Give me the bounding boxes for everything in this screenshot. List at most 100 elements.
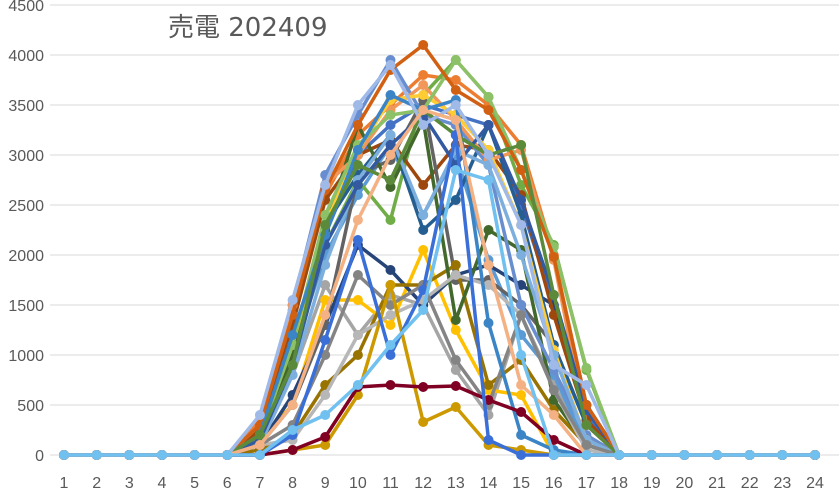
data-point xyxy=(483,318,494,328)
data-point xyxy=(516,165,527,175)
series-line xyxy=(62,248,817,457)
x-tick-label: 5 xyxy=(190,475,199,492)
data-point xyxy=(254,410,265,420)
data-point xyxy=(450,55,461,65)
x-tick-label: 10 xyxy=(349,475,367,492)
data-point xyxy=(189,450,200,460)
y-tick-label: 3000 xyxy=(8,148,44,165)
data-point xyxy=(385,182,396,192)
y-axis-tick-labels: 0 500 1000 1500 2000 2500 3000 3500 4000 4500 xyxy=(8,0,44,465)
x-tick-label: 13 xyxy=(447,475,465,492)
data-point xyxy=(581,420,592,430)
data-point xyxy=(450,195,461,205)
series-3 xyxy=(59,280,820,460)
data-point xyxy=(287,400,298,410)
data-point xyxy=(516,450,527,460)
data-point xyxy=(320,260,331,270)
data-point xyxy=(352,295,363,305)
x-axis-tick-labels: 1 2 3 4 5 6 7 8 9 10 11 12 13 14 15 16 17 18 19 20 21 22 23 24 xyxy=(60,475,824,492)
data-point xyxy=(516,250,527,260)
data-point xyxy=(483,380,494,390)
series-17 xyxy=(59,130,820,460)
data-point xyxy=(385,320,396,330)
x-tick-label: 19 xyxy=(643,475,661,492)
data-point xyxy=(712,450,722,460)
data-point xyxy=(287,360,298,370)
data-point xyxy=(385,380,396,390)
data-point xyxy=(385,175,396,185)
data-point xyxy=(320,310,331,320)
data-point xyxy=(385,340,396,350)
data-point xyxy=(287,330,298,340)
data-point xyxy=(418,120,429,130)
series-21 xyxy=(59,270,820,460)
x-tick-label: 22 xyxy=(741,475,759,492)
x-tick-label: 21 xyxy=(708,475,726,492)
data-point xyxy=(581,450,592,460)
data-point xyxy=(450,365,461,375)
data-point xyxy=(516,220,527,230)
data-point xyxy=(91,450,102,460)
data-point xyxy=(483,92,494,102)
data-point xyxy=(548,290,559,300)
data-point xyxy=(450,75,461,85)
data-point xyxy=(450,165,461,175)
data-point xyxy=(548,360,559,370)
data-point xyxy=(222,450,233,460)
data-point xyxy=(581,363,592,373)
x-tick-label: 24 xyxy=(806,475,824,492)
chart-title: 売電 202409 xyxy=(168,13,328,43)
x-tick-label: 6 xyxy=(223,475,232,492)
data-point xyxy=(483,105,494,115)
data-point xyxy=(450,381,461,391)
data-point xyxy=(352,215,363,225)
data-point xyxy=(352,145,363,155)
y-tick-label: 2000 xyxy=(8,248,44,265)
data-point xyxy=(287,445,298,455)
data-point xyxy=(483,280,494,290)
x-tick-label: 15 xyxy=(512,475,530,492)
series-15 xyxy=(59,270,820,460)
data-point xyxy=(352,270,363,280)
x-tick-label: 9 xyxy=(321,475,330,492)
data-point xyxy=(516,350,527,360)
data-point xyxy=(450,85,461,95)
data-point xyxy=(385,90,396,100)
series-line xyxy=(62,273,817,457)
data-point xyxy=(744,450,755,460)
data-point xyxy=(418,245,429,255)
data-point xyxy=(254,440,265,450)
series-line xyxy=(62,168,817,457)
data-point xyxy=(483,435,494,445)
series-line xyxy=(62,108,817,457)
data-point xyxy=(418,305,429,315)
series-line xyxy=(62,273,817,457)
data-point xyxy=(59,450,69,460)
data-point xyxy=(385,310,396,320)
data-point xyxy=(385,60,396,70)
data-point xyxy=(254,430,265,440)
data-point xyxy=(124,450,135,460)
data-point xyxy=(810,450,820,460)
series-layer xyxy=(59,40,820,460)
data-point xyxy=(418,90,429,100)
data-point xyxy=(483,175,494,185)
data-point xyxy=(320,390,331,400)
series-22 xyxy=(59,280,820,460)
data-point xyxy=(320,180,331,190)
x-tick-label: 12 xyxy=(414,475,432,492)
data-point xyxy=(646,450,657,460)
data-point xyxy=(516,380,527,390)
data-point xyxy=(385,150,396,160)
data-point xyxy=(385,130,396,140)
data-point xyxy=(418,417,429,427)
data-point xyxy=(450,402,461,412)
data-point xyxy=(287,425,298,435)
series-line xyxy=(62,383,817,457)
series-25 xyxy=(59,380,820,460)
series-line xyxy=(62,283,817,457)
data-point xyxy=(352,380,363,390)
data-point xyxy=(483,225,494,235)
data-point xyxy=(418,382,429,392)
